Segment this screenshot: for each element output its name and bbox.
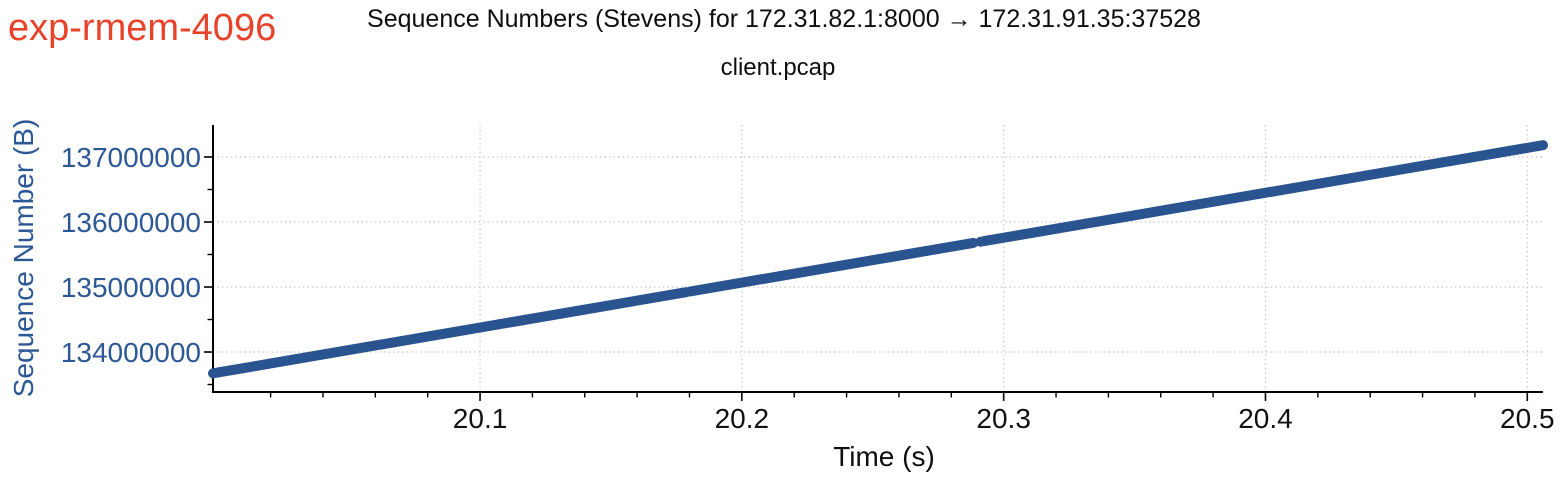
series-sequence-numbers: [208, 140, 1548, 379]
y-tick-labels: 134000000 135000000 136000000 137000000: [61, 142, 201, 368]
x-tick-label: 20.2: [715, 403, 770, 434]
x-axis-title: Time (s): [833, 441, 935, 472]
x-tick-labels: 20.1 20.2 20.3 20.4 20.5: [453, 403, 1555, 434]
x-tick-label: 20.5: [1500, 403, 1555, 434]
x-tick-label: 20.3: [976, 403, 1031, 434]
y-tick-label: 136000000: [61, 207, 201, 238]
chart-subtitle: client.pcap: [720, 54, 836, 81]
y-tick-label: 134000000: [61, 337, 201, 368]
x-tick-label: 20.4: [1238, 403, 1293, 434]
axes-spines: [212, 125, 1543, 393]
y-tick-label: 137000000: [61, 142, 201, 173]
y-tick-label: 135000000: [61, 272, 201, 303]
chart-title: Sequence Numbers (Stevens) for 172.31.82…: [367, 5, 1201, 33]
experiment-label: exp-rmem-4096: [8, 7, 277, 49]
x-tick-label: 20.1: [453, 403, 508, 434]
tick-marks: [204, 156, 1529, 401]
y-axis-title: Sequence Number (B): [8, 118, 39, 398]
gridlines: [213, 125, 1543, 392]
